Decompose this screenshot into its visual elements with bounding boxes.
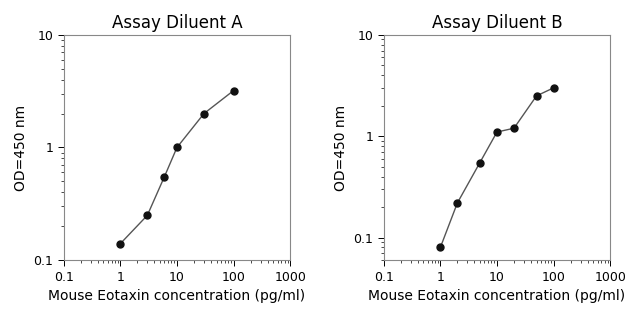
Y-axis label: OD=450 nm: OD=450 nm [14,104,28,191]
X-axis label: Mouse Eotaxin concentration (pg/ml): Mouse Eotaxin concentration (pg/ml) [49,289,305,303]
X-axis label: Mouse Eotaxin concentration (pg/ml): Mouse Eotaxin concentration (pg/ml) [369,289,625,303]
Title: Assay Diluent A: Assay Diluent A [111,14,243,32]
Title: Assay Diluent B: Assay Diluent B [431,14,563,32]
Y-axis label: OD=450 nm: OD=450 nm [334,104,348,191]
